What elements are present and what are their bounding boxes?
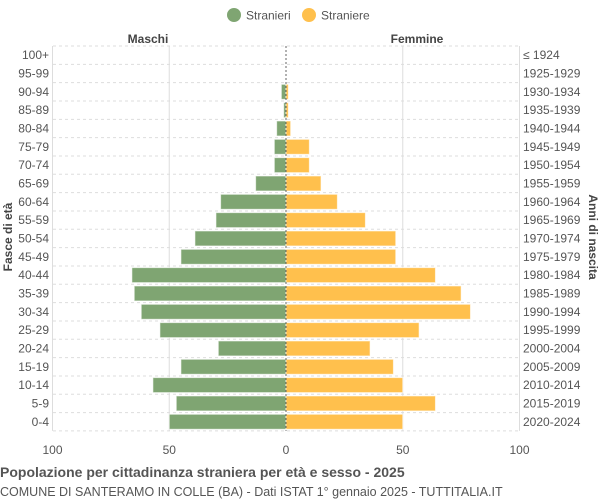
birth-year-label: 1995-1999 <box>523 323 581 337</box>
x-tick-label: 100 <box>509 443 529 457</box>
age-group-label: 65-69 <box>18 176 49 190</box>
age-group-label: 85-89 <box>18 103 49 117</box>
bar-female-15-19 <box>285 358 394 375</box>
age-group-label: 25-29 <box>18 323 49 337</box>
birth-year-label: 2020-2024 <box>523 415 581 429</box>
age-group-label: 35-39 <box>18 286 49 300</box>
x-tick-label: 50 <box>163 443 177 457</box>
birth-year-label: 1945-1949 <box>523 140 581 154</box>
bar-male-70-74 <box>273 157 287 174</box>
age-group-label: 80-84 <box>18 121 49 135</box>
birth-year-label: 1960-1964 <box>523 195 581 209</box>
birth-year-label: 1955-1959 <box>523 176 581 190</box>
birth-year-label: 1930-1934 <box>523 85 581 99</box>
age-group-label: 55-59 <box>18 213 49 227</box>
birth-year-label: 1990-1994 <box>523 305 581 319</box>
bar-female-75-79 <box>285 138 310 155</box>
birth-year-label: 1985-1989 <box>523 286 581 300</box>
age-group-label: 0-4 <box>32 415 50 429</box>
left-header: Maschi <box>128 32 169 46</box>
legend: Stranieri Straniere <box>227 8 370 23</box>
bar-female-55-59 <box>285 212 366 229</box>
birth-year-label: 1970-1974 <box>523 231 581 245</box>
age-group-label: 45-49 <box>18 250 49 264</box>
age-group-label: 75-79 <box>18 140 49 154</box>
birth-year-label: 2005-2009 <box>523 360 581 374</box>
legend-label-stranieri: Stranieri <box>246 9 291 23</box>
bar-male-65-69 <box>255 175 287 192</box>
right-header: Femmine <box>391 32 444 46</box>
bar-male-60-64 <box>220 193 287 210</box>
x-tick-label: 0 <box>283 443 290 457</box>
birth-year-label: 2000-2004 <box>523 341 581 355</box>
x-tick-label: 50 <box>396 443 410 457</box>
bar-female-50-54 <box>285 230 397 247</box>
bar-female-20-24 <box>285 340 371 357</box>
bar-female-40-44 <box>285 267 436 284</box>
bar-male-45-49 <box>180 248 287 265</box>
bar-female-35-39 <box>285 285 462 302</box>
bar-male-40-44 <box>131 267 287 284</box>
age-group-label: 30-34 <box>18 305 49 319</box>
age-group-label: 20-24 <box>18 341 49 355</box>
bar-male-30-34 <box>140 303 287 320</box>
birth-year-label: 1980-1984 <box>523 268 581 282</box>
bar-male-90-94 <box>280 83 287 100</box>
bar-female-10-14 <box>285 377 404 394</box>
x-tick-label: 100 <box>42 443 62 457</box>
age-group-label: 5-9 <box>32 396 50 410</box>
bar-female-60-64 <box>285 193 338 210</box>
bar-female-70-74 <box>285 157 310 174</box>
y-axis-title-left: Fasce di età <box>1 202 15 271</box>
age-group-label: 60-64 <box>18 195 49 209</box>
birth-year-label: 1940-1944 <box>523 121 581 135</box>
bar-female-80-84 <box>285 120 292 137</box>
birth-year-label: 1965-1969 <box>523 213 581 227</box>
bar-female-25-29 <box>285 322 420 339</box>
bar-male-25-29 <box>159 322 287 339</box>
age-group-label: 50-54 <box>18 231 49 245</box>
chart-subtitle: COMUNE DI SANTERAMO IN COLLE (BA) - Dati… <box>0 485 503 499</box>
y-axis-title-right: Anni di nascita <box>586 194 600 280</box>
bar-male-75-79 <box>273 138 287 155</box>
bar-male-15-19 <box>180 358 287 375</box>
bar-female-45-49 <box>285 248 397 265</box>
birth-year-label: ≤ 1924 <box>523 48 560 62</box>
age-group-label: 10-14 <box>18 378 49 392</box>
legend-marker-stranieri <box>227 8 241 22</box>
bar-male-10-14 <box>152 377 287 394</box>
age-group-label: 100+ <box>22 48 49 62</box>
bar-female-0-4 <box>285 413 404 430</box>
legend-marker-straniere <box>302 8 316 22</box>
age-group-label: 95-99 <box>18 66 49 80</box>
birth-year-label: 1950-1954 <box>523 158 581 172</box>
age-group-label: 15-19 <box>18 360 49 374</box>
birth-year-label: 1925-1929 <box>523 66 581 80</box>
bar-female-5-9 <box>285 395 436 412</box>
bar-male-80-84 <box>276 120 287 137</box>
bar-male-0-4 <box>168 413 287 430</box>
birth-year-label: 1935-1939 <box>523 103 581 117</box>
bar-male-5-9 <box>175 395 287 412</box>
bar-male-50-54 <box>194 230 287 247</box>
age-group-label: 90-94 <box>18 85 49 99</box>
population-pyramid-chart: Stranieri Straniere Maschi Femmine Fasce… <box>1 8 600 457</box>
bar-male-35-39 <box>133 285 287 302</box>
birth-year-label: 1975-1979 <box>523 250 581 264</box>
bar-male-20-24 <box>217 340 287 357</box>
bar-female-30-34 <box>285 303 471 320</box>
chart-title: Popolazione per cittadinanza straniera p… <box>0 464 405 480</box>
age-group-label: 70-74 <box>18 158 49 172</box>
birth-year-label: 2015-2019 <box>523 396 581 410</box>
age-group-label: 40-44 <box>18 268 49 282</box>
legend-label-straniere: Straniere <box>321 9 370 23</box>
birth-year-label: 2010-2014 <box>523 378 581 392</box>
bar-female-65-69 <box>285 175 322 192</box>
bar-male-55-59 <box>215 212 287 229</box>
